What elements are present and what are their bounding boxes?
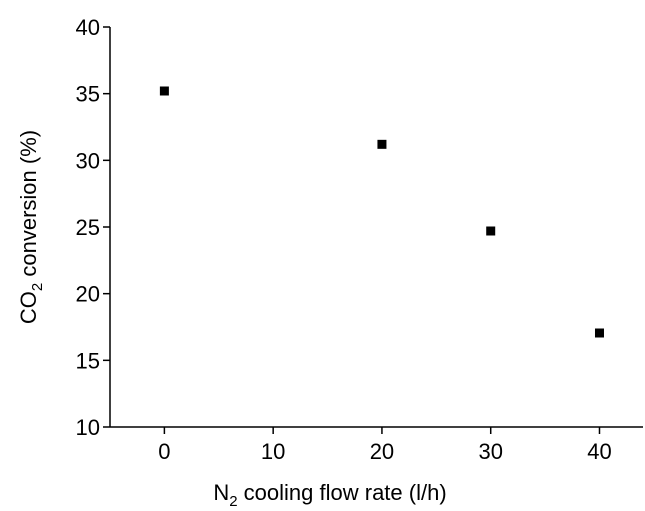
y-tick-label: 20 <box>76 282 100 307</box>
x-tick-label: 20 <box>370 439 394 464</box>
x-tick-label: 40 <box>587 439 611 464</box>
x-tick-label: 0 <box>158 439 170 464</box>
y-tick-label: 25 <box>76 215 100 240</box>
x-label-part: cooling flow rate (l/h) <box>238 480 447 505</box>
point <box>486 226 496 236</box>
y-tick-label: 40 <box>76 15 100 40</box>
point <box>159 86 169 96</box>
x-axis-label: N2 cooling flow rate (l/h) <box>213 480 446 510</box>
y-tick-label: 15 <box>76 348 100 373</box>
x-label-part: N <box>213 480 229 505</box>
y-label-part: conversion (%) <box>16 130 41 283</box>
x-tick-label: 10 <box>261 439 285 464</box>
point <box>377 139 387 149</box>
x-label-subscript: 2 <box>229 493 237 510</box>
point <box>594 328 604 338</box>
y-label-part: CO <box>16 291 41 324</box>
y-tick-label: 10 <box>76 415 100 440</box>
y-label-subscript: 2 <box>29 283 46 291</box>
x-tick-label: 30 <box>478 439 502 464</box>
y-tick-label: 30 <box>76 148 100 173</box>
y-axis-label: CO2 conversion (%) <box>16 130 46 324</box>
y-tick-label: 35 <box>76 82 100 107</box>
